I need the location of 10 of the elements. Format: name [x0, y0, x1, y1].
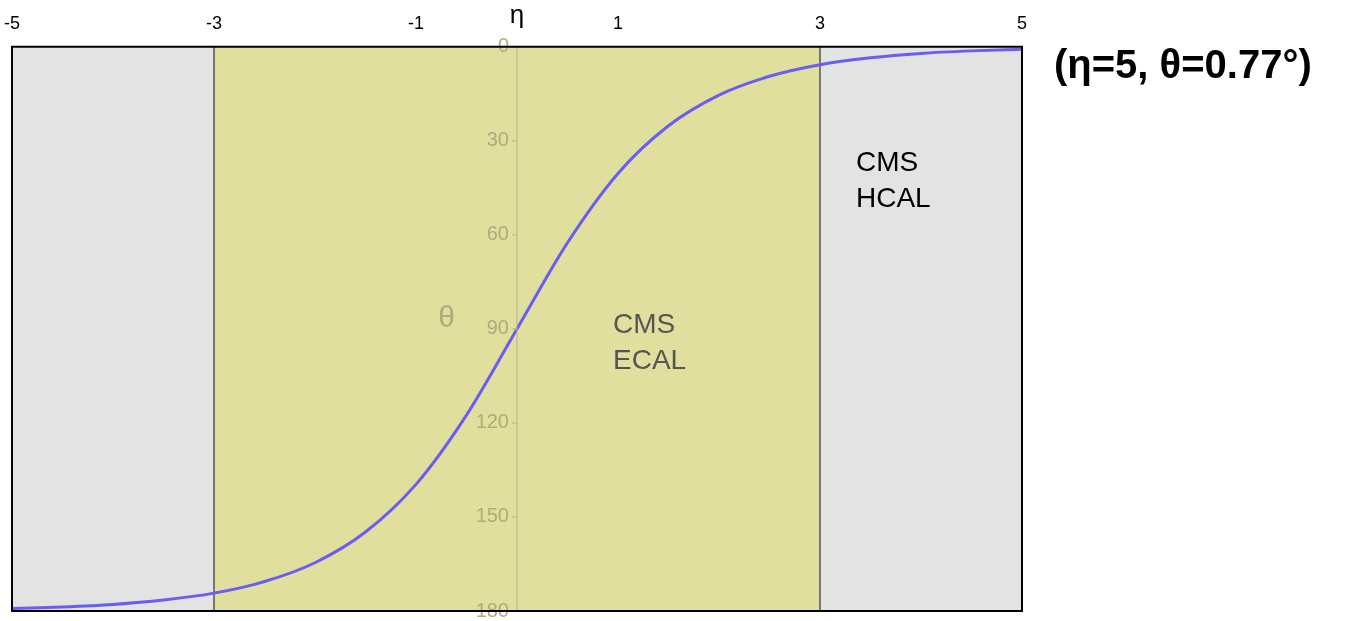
x-tick-label: -3: [205, 12, 223, 33]
band-label: CMS ECAL: [613, 307, 687, 375]
x-tick-label: -1: [407, 12, 425, 33]
x-axis-title: η: [509, 0, 525, 29]
x-tick-label: 3: [814, 12, 826, 33]
x-tick-label: 5: [1016, 12, 1028, 33]
annotation: (η=5, θ=0.77°): [1054, 42, 1312, 87]
x-tick-label: 1: [612, 12, 624, 33]
band-label: CMS HCAL: [856, 145, 931, 213]
x-tick-label: -5: [3, 12, 21, 33]
